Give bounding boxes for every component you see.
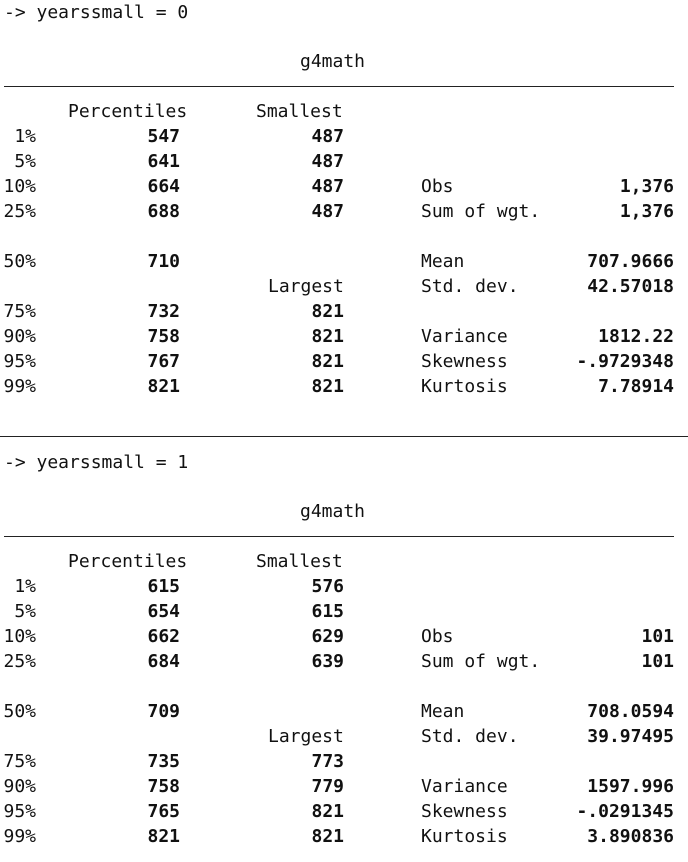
stat-label: Variance [421, 776, 508, 797]
extreme-value: 773 [311, 751, 344, 772]
extreme-value: 629 [311, 626, 344, 647]
stat-label: Skewness [421, 801, 508, 822]
percentile-label: 1% [14, 126, 36, 147]
stat-value: 101 [641, 626, 674, 647]
largest-header: Largest [268, 276, 344, 297]
stat-value: 42.57018 [587, 276, 674, 297]
stat-label: Variance [421, 326, 508, 347]
percentiles-header: Percentiles [68, 551, 188, 572]
percentile-label: 90% [3, 326, 36, 347]
stat-value: -.0291345 [576, 801, 674, 822]
stat-value: 39.97495 [587, 726, 674, 747]
stat-label: Std. dev. [421, 726, 519, 747]
percentile-label: 50% [3, 701, 36, 722]
percentile-value: 547 [147, 126, 180, 147]
stat-value: 707.9666 [587, 251, 674, 272]
percentiles-header: Percentiles [68, 101, 188, 122]
percentile-value: 684 [147, 651, 180, 672]
percentile-value: 821 [147, 376, 180, 397]
percentile-value: 758 [147, 326, 180, 347]
percentile-value: 765 [147, 801, 180, 822]
extreme-value: 487 [311, 176, 344, 197]
stat-label: Sum of wgt. [421, 651, 541, 672]
stat-label: Skewness [421, 351, 508, 372]
extreme-value: 821 [311, 801, 344, 822]
stat-label: Kurtosis [421, 376, 508, 397]
extreme-value: 615 [311, 601, 344, 622]
by-group-header: -> yearssmall = 1 [4, 452, 189, 473]
percentile-value: 615 [147, 576, 180, 597]
stat-label: Kurtosis [421, 826, 508, 847]
percentile-label: 50% [3, 251, 36, 272]
stat-label: Mean [421, 251, 465, 272]
percentile-value: 688 [147, 201, 180, 222]
extreme-value: 487 [311, 126, 344, 147]
percentile-value: 664 [147, 176, 180, 197]
percentile-label: 25% [3, 201, 36, 222]
stat-value: 1,376 [619, 201, 674, 222]
percentile-value: 709 [147, 701, 180, 722]
variable-title: g4math [300, 501, 366, 522]
percentile-value: 732 [147, 301, 180, 322]
smallest-header: Smallest [256, 551, 343, 572]
percentile-value: 654 [147, 601, 180, 622]
extreme-value: 779 [311, 776, 344, 797]
stat-value: 101 [641, 651, 674, 672]
stat-value: 1,376 [619, 176, 674, 197]
percentile-label: 90% [3, 776, 36, 797]
table-top-rule [4, 536, 674, 537]
by-group-header: -> yearssmall = 0 [4, 2, 189, 23]
stat-label: Mean [421, 701, 465, 722]
percentile-label: 99% [3, 376, 36, 397]
extreme-value: 576 [311, 576, 344, 597]
percentile-label: 99% [3, 826, 36, 847]
group-separator [0, 436, 688, 437]
stat-value: 1812.22 [598, 326, 674, 347]
extreme-value: 487 [311, 151, 344, 172]
extreme-value: 821 [311, 301, 344, 322]
stat-value: 708.0594 [587, 701, 674, 722]
stat-value: 3.890836 [587, 826, 674, 847]
stat-label: Obs [421, 176, 454, 197]
stat-label: Obs [421, 626, 454, 647]
variable-title: g4math [300, 51, 366, 72]
percentile-label: 95% [3, 351, 36, 372]
stat-label: Std. dev. [421, 276, 519, 297]
extreme-value: 821 [311, 376, 344, 397]
stat-value: 7.78914 [598, 376, 674, 397]
extreme-value: 821 [311, 826, 344, 847]
extreme-value: 487 [311, 201, 344, 222]
percentile-label: 75% [3, 751, 36, 772]
percentile-label: 5% [14, 151, 36, 172]
percentile-value: 662 [147, 626, 180, 647]
table-top-rule [4, 86, 674, 87]
percentile-value: 735 [147, 751, 180, 772]
percentile-label: 10% [3, 176, 36, 197]
percentile-value: 641 [147, 151, 180, 172]
percentile-value: 767 [147, 351, 180, 372]
stat-value: 1597.996 [587, 776, 674, 797]
percentile-label: 1% [14, 576, 36, 597]
percentile-value: 821 [147, 826, 180, 847]
stat-label: Sum of wgt. [421, 201, 541, 222]
extreme-value: 821 [311, 351, 344, 372]
percentile-label: 25% [3, 651, 36, 672]
extreme-value: 821 [311, 326, 344, 347]
percentile-label: 5% [14, 601, 36, 622]
extreme-value: 639 [311, 651, 344, 672]
percentile-label: 95% [3, 801, 36, 822]
percentile-label: 10% [3, 626, 36, 647]
largest-header: Largest [268, 726, 344, 747]
smallest-header: Smallest [256, 101, 343, 122]
stat-value: -.9729348 [576, 351, 674, 372]
percentile-value: 710 [147, 251, 180, 272]
percentile-value: 758 [147, 776, 180, 797]
percentile-label: 75% [3, 301, 36, 322]
